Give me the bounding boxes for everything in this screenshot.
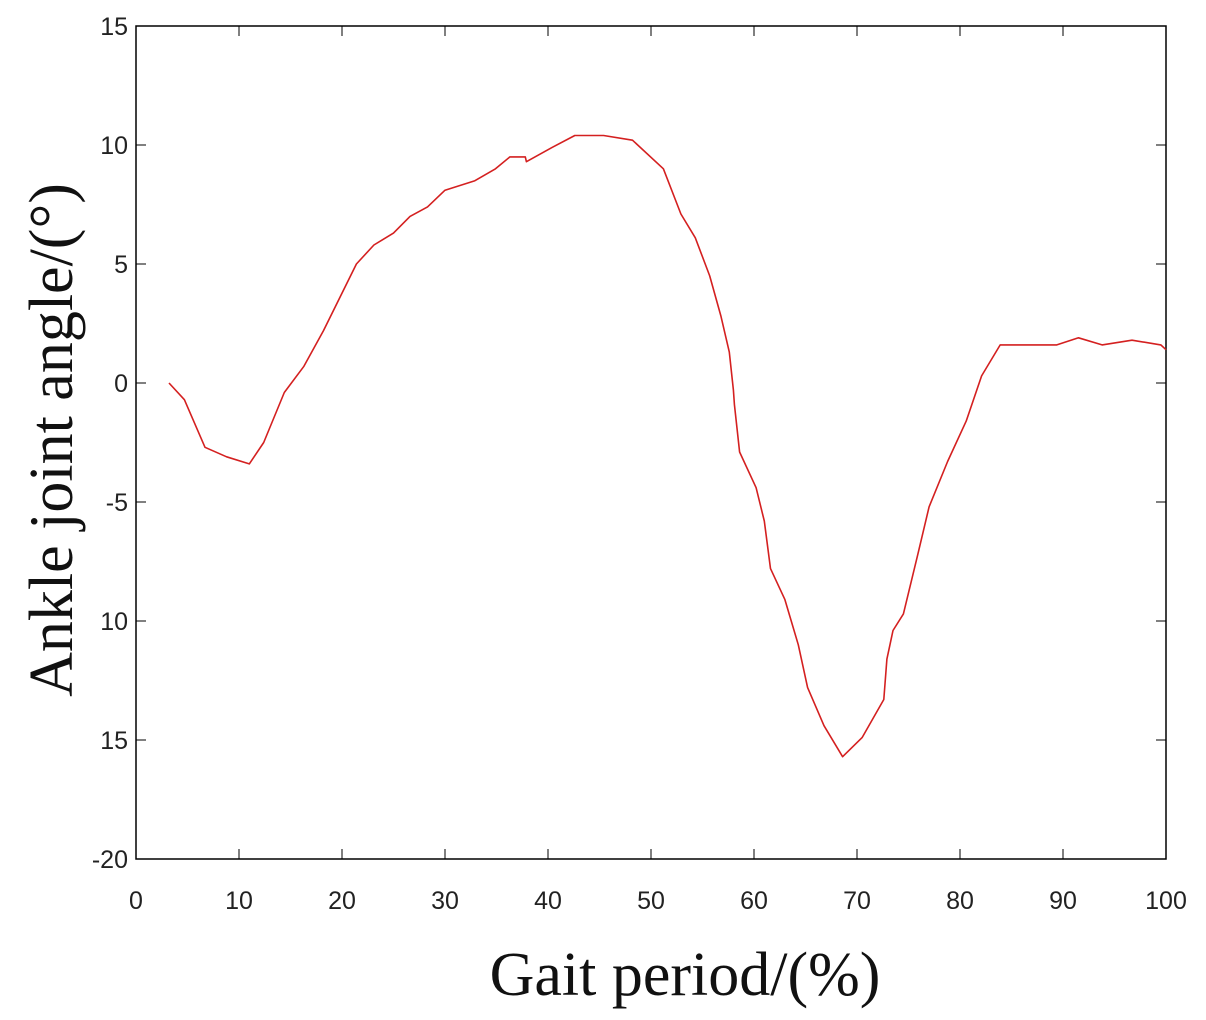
plot-area (135, 25, 1167, 860)
y-tick-label: 10 (100, 608, 128, 636)
x-tick-label: 80 (946, 887, 974, 915)
x-tick-label: 10 (225, 887, 253, 915)
y-tick-label: -5 (106, 489, 128, 517)
y-tick-label: 5 (114, 251, 128, 279)
y-tick-label: -20 (92, 846, 128, 874)
y-tick-label: 15 (100, 13, 128, 41)
x-tick-label: 100 (1145, 887, 1187, 915)
x-tick-label: 30 (431, 887, 459, 915)
y-tick-label: 15 (100, 727, 128, 755)
series-line (168, 134, 1167, 758)
x-axis-title: Gait period/(%) (490, 941, 881, 1009)
x-axis: 0 10 20 30 40 50 60 70 80 90 100 (129, 26, 1187, 915)
x-tick-label: 70 (843, 887, 871, 915)
x-tick-label: 20 (328, 887, 356, 915)
x-tick-label: 40 (534, 887, 562, 915)
series-layer (168, 134, 1167, 758)
y-axis-title: Ankle joint angle/(°) (18, 183, 86, 697)
y-tick-label: 0 (114, 370, 128, 398)
x-tick-label: 60 (740, 887, 768, 915)
x-tick-label: 0 (129, 887, 143, 915)
x-tick-label: 50 (637, 887, 665, 915)
y-axis: 15 10 5 0 -5 10 15 -20 (92, 13, 1166, 874)
y-tick-label: 10 (100, 132, 128, 160)
x-tick-label: 90 (1049, 887, 1077, 915)
